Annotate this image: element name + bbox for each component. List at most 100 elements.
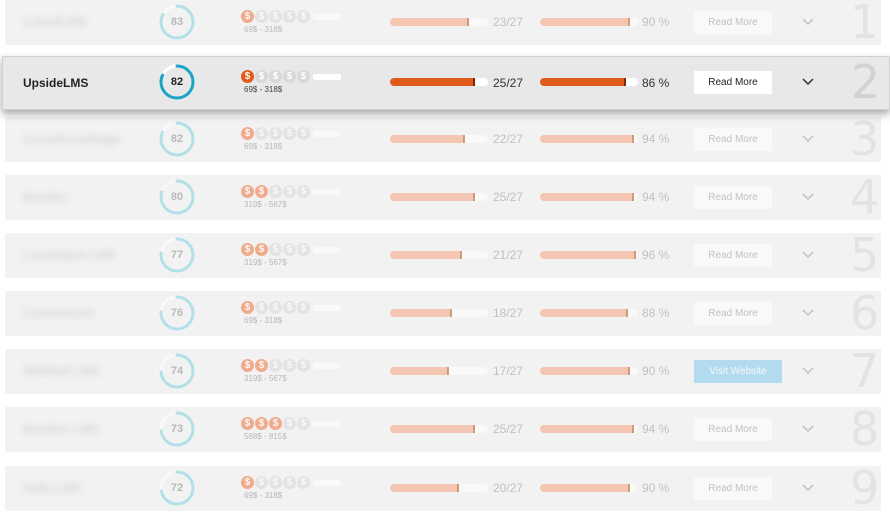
product-name[interactable]: CoboltLMS	[23, 15, 87, 29]
chevron-down-icon[interactable]	[800, 74, 816, 90]
features-bar	[390, 193, 488, 201]
read-more-button[interactable]: Read More	[694, 71, 772, 94]
score-ring: 82	[158, 120, 196, 158]
dollar-coin-icon: $	[297, 417, 310, 430]
satisfaction-bar	[540, 425, 638, 433]
table-row[interactable]: UpsideLMS 82 $ $ $ $ $69$ - 318$ 25/27 86 % Read …	[2, 56, 890, 110]
dollar-coin-icon: $	[255, 301, 268, 314]
score-ring: 73	[158, 410, 196, 448]
features-bar-fill	[390, 309, 452, 317]
dollar-coin-icon: $	[255, 476, 268, 489]
score-ring-progress	[159, 295, 195, 331]
product-name[interactable]: Eurekos LMS	[23, 422, 100, 436]
dollar-coin-icon: $	[241, 10, 254, 23]
table-row[interactable]: Cornerstone 76 $ $ $ $ $69$ - 318$ 18/27 88 % Rea…	[5, 288, 881, 338]
table-row[interactable]: CrossKnowledge 82 $ $ $ $ $69$ - 318$ 22/27 94 %…	[5, 114, 881, 164]
features-count: 21/27	[493, 248, 524, 262]
satisfaction-bar	[540, 309, 638, 317]
read-more-button[interactable]: Read More	[694, 186, 772, 209]
dollar-coin-icon: $	[255, 127, 268, 140]
price-range: 69$ - 318$	[244, 85, 283, 94]
score-value: 82	[170, 76, 184, 88]
score-ring-progress	[159, 64, 195, 100]
dollar-coin-icon: $	[255, 70, 268, 83]
rank-number: 9	[850, 461, 880, 515]
score-ring-progress	[159, 121, 195, 157]
features-bar	[390, 309, 488, 317]
read-more-button[interactable]: Read More	[694, 244, 772, 267]
read-more-button[interactable]: Read More	[694, 418, 772, 441]
features-bar-fill	[390, 18, 469, 26]
table-row[interactable]: LearnUpon LMS 77 $ $ $ $ $319$ - 567$ 21/27 96 %…	[5, 228, 881, 282]
score-ring: 77	[158, 236, 196, 274]
satisfaction-bar-fill	[540, 367, 631, 375]
score-ring: 72	[158, 469, 196, 507]
score-ring-progress	[159, 353, 195, 389]
chevron-down-icon[interactable]	[800, 363, 816, 379]
satisfaction-bar-fill	[540, 135, 635, 143]
chevron-down-icon[interactable]	[800, 305, 816, 321]
product-name[interactable]: UpsideLMS	[23, 76, 89, 90]
table-row[interactable]: Docebo 80 $ $ $ $ $319$ - 567$ 25/27 94 % Read Mo…	[5, 170, 881, 224]
price-indicator: $ $ $ $ $568$ - 815$	[241, 417, 341, 453]
price-indicator: $ $ $ $ $69$ - 318$	[241, 70, 341, 106]
product-name[interactable]: Docebo	[23, 190, 68, 204]
dollar-coin-icon: $	[241, 417, 254, 430]
price-range: 319$ - 567$	[244, 258, 287, 267]
visit-website-button[interactable]: Visit Website	[694, 360, 782, 383]
product-name[interactable]: Cornerstone	[23, 306, 95, 320]
features-bar-fill	[390, 135, 466, 143]
score-ring: 82	[158, 63, 196, 101]
satisfaction-bar	[540, 135, 638, 143]
dollar-coin-icon: $	[283, 476, 296, 489]
product-name[interactable]: CrossKnowledge	[23, 132, 122, 146]
chevron-down-icon[interactable]	[800, 421, 816, 437]
score-value: 72	[170, 482, 184, 494]
dollar-coin-icon: $	[255, 10, 268, 23]
read-more-button[interactable]: Read More	[694, 128, 772, 151]
satisfaction-percent: 86 %	[642, 76, 670, 90]
table-row[interactable]: Sollo LMS 72 $ $ $ $ $69$ - 318$ 20/27 90 % Read …	[5, 461, 881, 515]
dollar-coin-icon: $	[297, 301, 310, 314]
product-name[interactable]: LearnUpon LMS	[23, 248, 115, 262]
score-ring-progress	[159, 411, 195, 447]
product-name[interactable]: SkillSoft LMS	[23, 364, 100, 378]
chevron-down-icon[interactable]	[800, 131, 816, 147]
dollar-coin-icon: $	[269, 243, 282, 256]
chevron-down-icon[interactable]	[800, 189, 816, 205]
dollar-coin-icon: $	[297, 359, 310, 372]
dollar-coin-icon: $	[283, 10, 296, 23]
score-value: 73	[170, 423, 184, 435]
features-bar-fill	[390, 193, 476, 201]
read-more-button[interactable]: Read More	[694, 302, 772, 325]
dollar-coin-icon: $	[297, 185, 310, 198]
features-bar-fill	[390, 367, 449, 375]
score-value: 74	[170, 365, 184, 377]
price-indicator: $ $ $ $ $69$ - 318$	[241, 10, 341, 46]
features-bar-fill	[390, 484, 459, 492]
read-more-button[interactable]: Read More	[694, 477, 772, 500]
read-more-button[interactable]: Read More	[694, 11, 772, 34]
table-row[interactable]: Eurekos LMS 73 $ $ $ $ $568$ - 815$ 25/27 94 % Re…	[5, 404, 881, 454]
satisfaction-percent: 94 %	[642, 132, 670, 146]
score-value: 83	[170, 16, 184, 28]
product-name[interactable]: Sollo LMS	[23, 481, 81, 495]
score-ring-progress	[159, 470, 195, 506]
price-indicator: $ $ $ $ $69$ - 318$	[241, 301, 341, 337]
rank-number: 5	[850, 228, 880, 282]
satisfaction-percent: 96 %	[642, 248, 670, 262]
chevron-down-icon[interactable]	[800, 480, 816, 496]
dollar-coin-icon: $	[269, 359, 282, 372]
table-row[interactable]: CoboltLMS 83 $ $ $ $ $69$ - 318$ 23/27 90 % Read …	[5, 0, 881, 47]
dollar-coin-icon: $	[241, 70, 254, 83]
dollar-coin-icon: $	[269, 476, 282, 489]
satisfaction-bar-fill	[540, 18, 631, 26]
chevron-down-icon[interactable]	[800, 247, 816, 263]
dollar-coin-icon: $	[269, 185, 282, 198]
table-row[interactable]: SkillSoft LMS 74 $ $ $ $ $319$ - 567$ 17/27 90 %…	[5, 346, 881, 396]
dollar-coin-icon: $	[283, 127, 296, 140]
score-ring-progress	[159, 237, 195, 273]
chevron-down-icon[interactable]	[800, 14, 816, 30]
rank-number: 4	[850, 170, 880, 224]
score-ring-progress	[159, 179, 195, 215]
